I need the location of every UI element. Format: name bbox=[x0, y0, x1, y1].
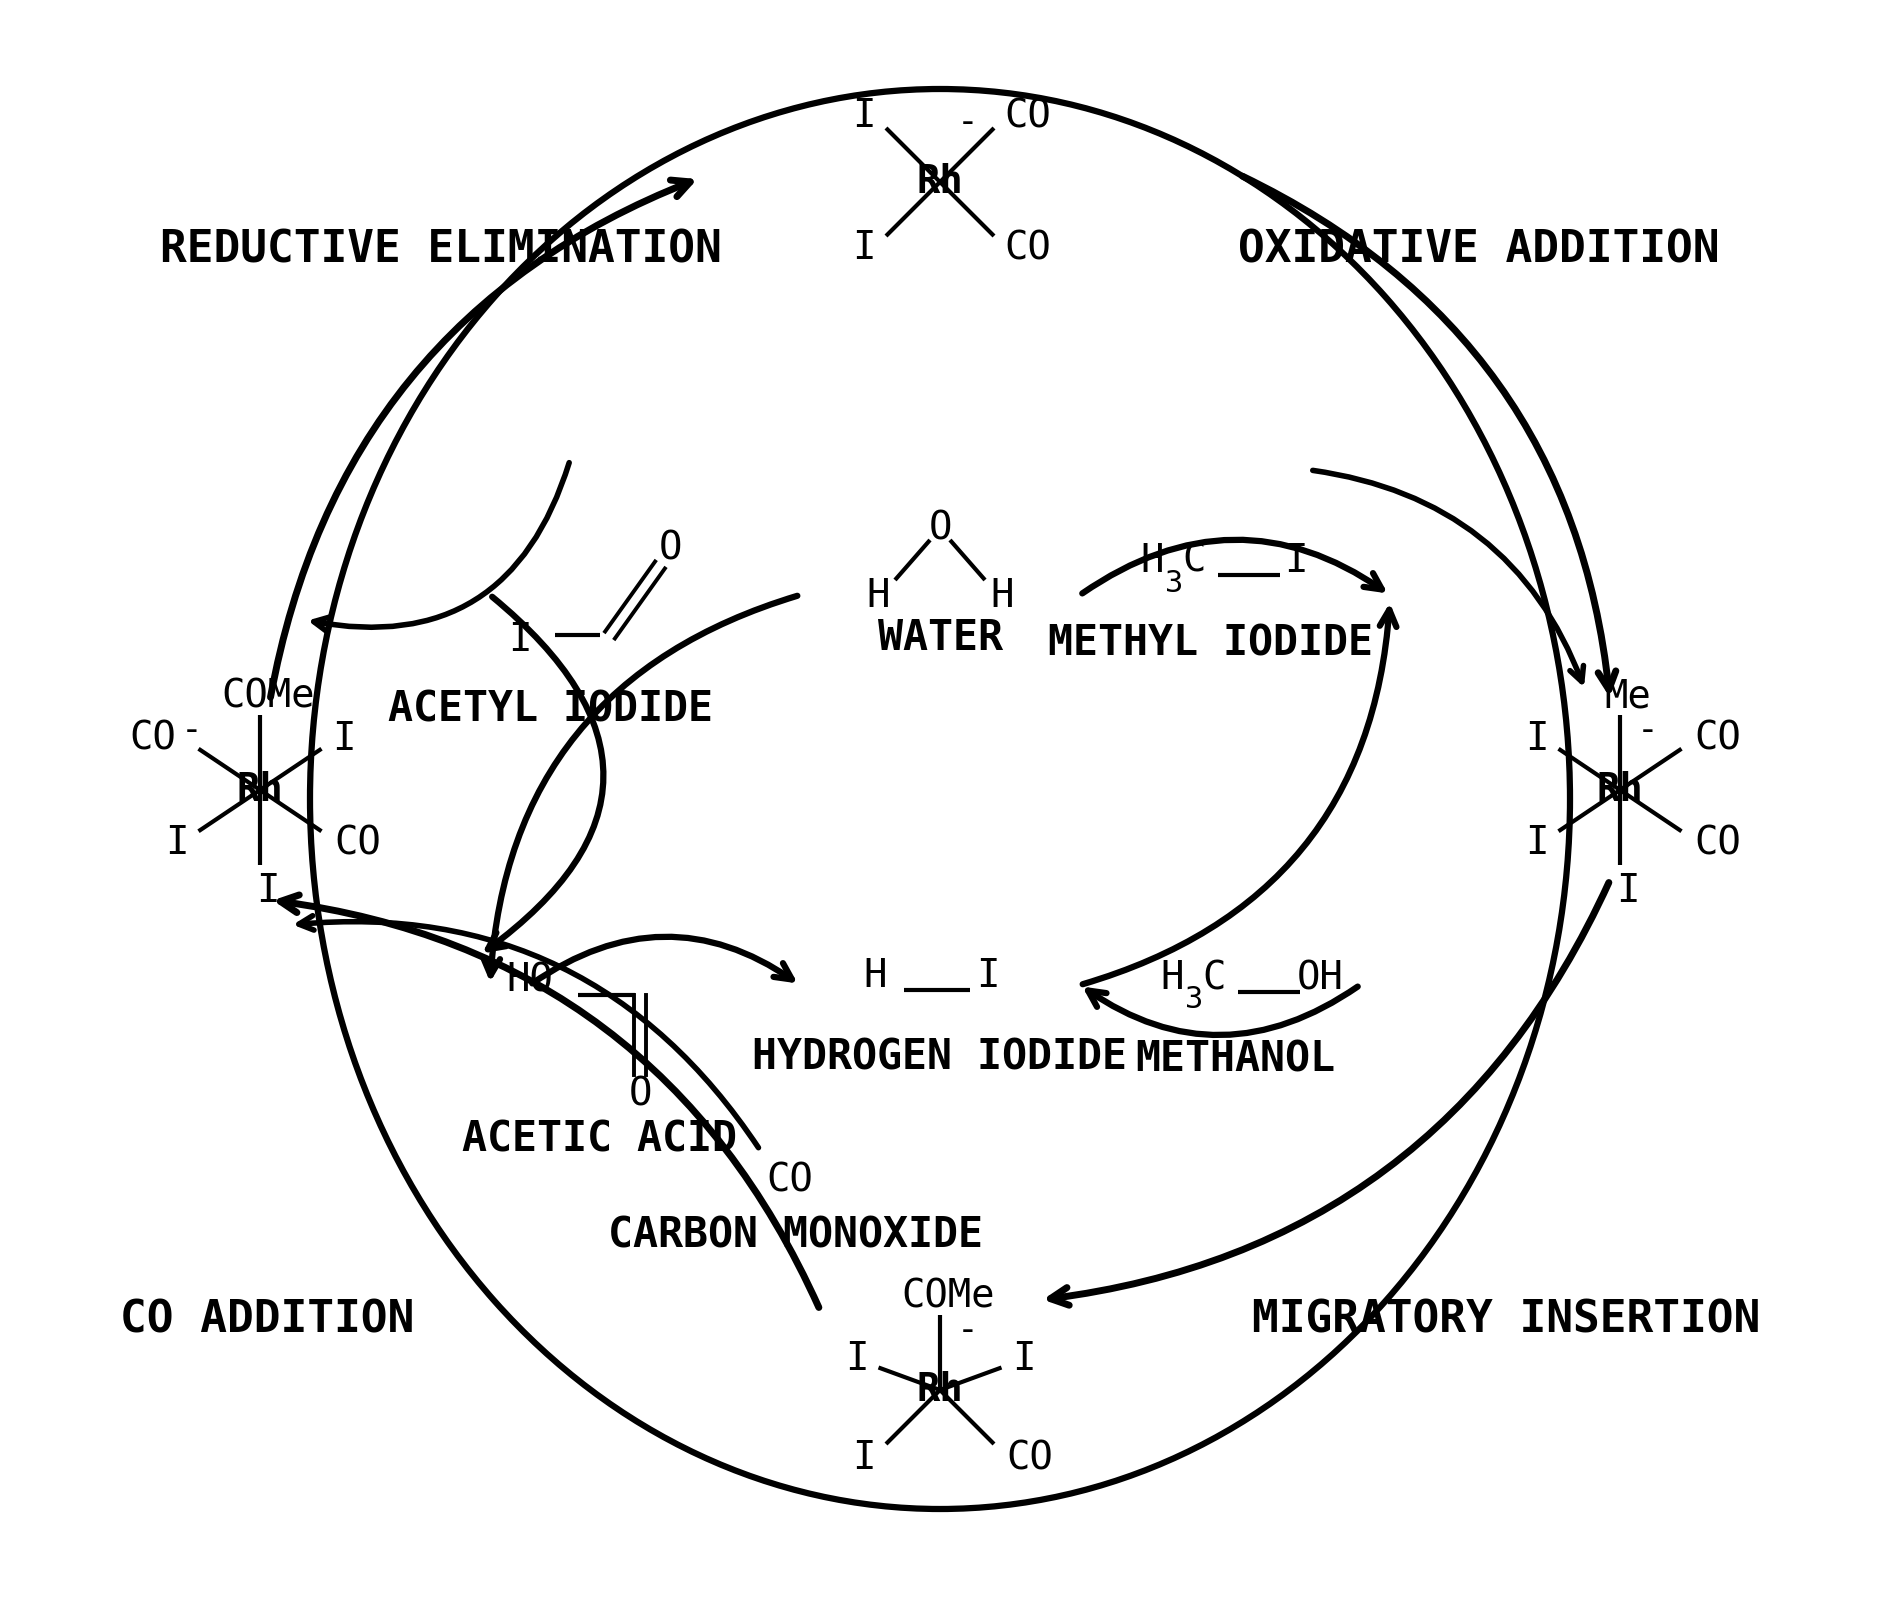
Text: CO: CO bbox=[767, 1162, 814, 1198]
Text: CARBON MONOXIDE: CARBON MONOXIDE bbox=[607, 1214, 983, 1256]
Text: I: I bbox=[852, 1440, 876, 1477]
Text: I: I bbox=[508, 622, 532, 658]
Text: Rh: Rh bbox=[237, 770, 284, 809]
Text: MIGRATORY INSERTION: MIGRATORY INSERTION bbox=[1252, 1299, 1760, 1341]
Text: I: I bbox=[852, 229, 876, 267]
Text: Me: Me bbox=[1606, 678, 1651, 716]
Text: CO: CO bbox=[1004, 229, 1051, 267]
Text: CO ADDITION: CO ADDITION bbox=[120, 1299, 414, 1341]
Text: H: H bbox=[867, 577, 889, 615]
Text: ACETIC ACID: ACETIC ACID bbox=[462, 1119, 737, 1162]
Text: Rh: Rh bbox=[917, 163, 963, 201]
Text: 3: 3 bbox=[1184, 986, 1203, 1015]
Text: -: - bbox=[957, 105, 979, 139]
Text: I: I bbox=[331, 719, 355, 757]
Text: O: O bbox=[628, 1075, 652, 1114]
Text: REDUCTIVE ELIMINATION: REDUCTIVE ELIMINATION bbox=[160, 229, 722, 272]
Text: C: C bbox=[1203, 959, 1226, 997]
Text: H: H bbox=[863, 957, 887, 996]
Text: H: H bbox=[991, 577, 1013, 615]
Text: -: - bbox=[1637, 713, 1658, 746]
Text: H: H bbox=[1141, 542, 1164, 580]
Text: CO: CO bbox=[335, 825, 382, 863]
Text: CO: CO bbox=[1694, 719, 1741, 757]
Text: METHANOL: METHANOL bbox=[1136, 1039, 1335, 1080]
Text: I: I bbox=[256, 873, 280, 909]
Text: I: I bbox=[1284, 542, 1308, 580]
Text: O: O bbox=[929, 510, 951, 547]
Text: CO: CO bbox=[1006, 1440, 1053, 1477]
Text: COMe: COMe bbox=[901, 1278, 995, 1317]
Text: CO: CO bbox=[1694, 825, 1741, 863]
Text: COMe: COMe bbox=[222, 678, 314, 716]
Text: Rh: Rh bbox=[1596, 770, 1643, 809]
Text: I: I bbox=[1525, 719, 1549, 757]
Text: OH: OH bbox=[1297, 959, 1344, 997]
Text: CO: CO bbox=[130, 719, 177, 757]
Text: O: O bbox=[658, 529, 682, 567]
Text: Rh: Rh bbox=[917, 1371, 963, 1409]
Text: I: I bbox=[1011, 1341, 1036, 1379]
Text: H: H bbox=[1160, 959, 1184, 997]
Text: METHYL IODIDE: METHYL IODIDE bbox=[1047, 622, 1372, 665]
Text: HYDROGEN IODIDE: HYDROGEN IODIDE bbox=[752, 1037, 1128, 1079]
Text: HO: HO bbox=[506, 962, 553, 1000]
Text: I: I bbox=[976, 957, 1000, 996]
Text: -: - bbox=[180, 713, 203, 746]
Text: WATER: WATER bbox=[878, 617, 1002, 658]
Text: 3: 3 bbox=[1166, 569, 1183, 598]
Text: CO: CO bbox=[1004, 97, 1051, 134]
Text: I: I bbox=[852, 97, 876, 134]
Text: I: I bbox=[1525, 825, 1549, 863]
Text: I: I bbox=[844, 1341, 869, 1379]
Text: -: - bbox=[957, 1314, 979, 1347]
Text: I: I bbox=[1617, 873, 1639, 909]
Text: OXIDATIVE ADDITION: OXIDATIVE ADDITION bbox=[1239, 229, 1720, 272]
Text: C: C bbox=[1183, 542, 1205, 580]
Text: ACETYL IODIDE: ACETYL IODIDE bbox=[387, 689, 713, 730]
Text: I: I bbox=[165, 825, 188, 863]
